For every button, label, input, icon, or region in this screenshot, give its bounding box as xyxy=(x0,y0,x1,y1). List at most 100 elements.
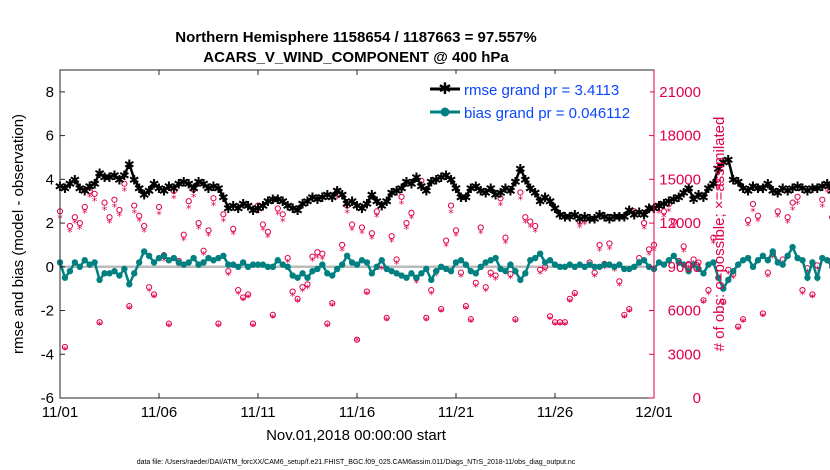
rmse-point: ✱ xyxy=(738,182,749,197)
assimilated-obs-point: * xyxy=(117,210,123,223)
possible-obs-point xyxy=(670,218,677,225)
rmse-point: ✱ xyxy=(554,208,565,223)
possible-obs-point xyxy=(319,250,326,257)
y2-tick-label: 18000 xyxy=(659,128,701,145)
assimilated-obs-point: * xyxy=(810,291,816,304)
assimilated-obs-point: * xyxy=(582,219,588,232)
possible-obs-point xyxy=(66,222,74,230)
assimilated-obs-point: * xyxy=(597,245,603,258)
rmse-point: ✱ xyxy=(451,182,462,197)
possible-obs-point xyxy=(329,300,336,307)
series-layer: ✱✱✱✱✱✱✱✱✱✱✱✱✱✱✱✱✱✱✱✱✱✱✱✱✱✱✱✱✱✱✱✱✱✱✱✱✱✱✱✱… xyxy=(55,154,830,292)
possible-obs-point xyxy=(532,222,539,230)
x-tick-label: 11/01 xyxy=(42,404,78,421)
bias-point xyxy=(210,257,217,264)
possible-obs-point xyxy=(116,206,123,214)
rmse-point: ✱ xyxy=(530,186,541,201)
rmse-point: ✱ xyxy=(421,184,432,199)
y2-tick-label: 15000 xyxy=(659,171,701,188)
bias-point xyxy=(101,270,108,277)
bias-point xyxy=(155,254,163,262)
bias-point xyxy=(764,257,772,264)
assimilated-obs-point: * xyxy=(166,321,172,334)
rmse-point: ✱ xyxy=(114,173,125,188)
bias-point xyxy=(373,263,380,270)
possible-obs-point xyxy=(596,241,603,249)
possible-obs-point xyxy=(195,219,202,227)
rmse-point: ✱ xyxy=(381,195,392,210)
rmse-point: ✱ xyxy=(455,191,466,206)
assimilated-obs-point: * xyxy=(196,223,202,236)
rmse-point: ✱ xyxy=(574,213,585,228)
assimilated-obs-point: * xyxy=(627,306,633,319)
bias-point xyxy=(329,272,336,279)
bias-point xyxy=(309,267,316,275)
rmse-point: ✱ xyxy=(500,182,511,197)
assimilated-obs-point: * xyxy=(478,227,484,240)
rmse-point: ✱ xyxy=(604,213,615,228)
rmse-point: ✱ xyxy=(505,184,516,199)
bias-point xyxy=(230,261,237,268)
rmse-point: ✱ xyxy=(416,180,427,195)
assimilated-obs-point: * xyxy=(409,213,415,226)
assimilated-obs-point: * xyxy=(92,195,98,208)
assimilated-obs-point: * xyxy=(607,243,613,256)
rmse-point: ✱ xyxy=(520,173,531,188)
assimilated-obs-point: * xyxy=(656,207,662,220)
assimilated-obs-point: * xyxy=(87,191,93,204)
rmse-point: ✱ xyxy=(822,178,830,193)
rmse-point: ✱ xyxy=(69,173,80,188)
possible-obs-point xyxy=(146,284,153,291)
possible-obs-point xyxy=(111,196,118,203)
bias-point xyxy=(61,274,69,281)
possible-obs-point xyxy=(799,287,806,294)
bias-point xyxy=(314,265,321,273)
rmse-point: ✱ xyxy=(693,189,704,204)
assimilated-obs-point: * xyxy=(82,207,88,220)
rmse-point: ✱ xyxy=(158,184,169,199)
rmse-point: ✱ xyxy=(386,186,397,201)
rmse-point: ✱ xyxy=(99,171,110,186)
rmse-point: ✱ xyxy=(287,202,298,217)
rmse-point: ✱ xyxy=(807,182,818,197)
bias-point xyxy=(546,257,554,264)
rmse-point: ✱ xyxy=(787,182,798,197)
possible-obs-point xyxy=(363,288,370,295)
y-tick-label: 4 xyxy=(46,171,54,188)
bias-point xyxy=(591,263,598,270)
bias-point xyxy=(626,265,633,273)
assimilated-obs-point: * xyxy=(305,283,311,296)
x-tick-label: 11/26 xyxy=(537,404,573,421)
possible-obs-point xyxy=(101,199,108,206)
possible-obs-point xyxy=(249,320,257,327)
rmse-point: ✱ xyxy=(619,211,630,226)
assimilated-obs-point: * xyxy=(399,198,405,211)
plot-area xyxy=(60,70,654,398)
possible-obs-point xyxy=(91,190,98,198)
bias-point xyxy=(165,257,173,264)
bias-point xyxy=(452,259,460,266)
rmse-point: ✱ xyxy=(663,195,674,210)
possible-obs-point xyxy=(165,320,172,327)
possible-obs-point xyxy=(809,291,816,298)
assimilated-obs-point: * xyxy=(518,194,524,207)
possible-obs-point xyxy=(71,214,78,221)
bias-point xyxy=(799,257,806,264)
possible-obs-point xyxy=(626,305,633,313)
y2-tick-label: 0 xyxy=(693,390,701,407)
rmse-point: ✱ xyxy=(173,178,184,193)
bias-point xyxy=(571,263,578,270)
assimilated-obs-point: * xyxy=(503,237,509,250)
bias-point xyxy=(566,261,574,268)
assimilated-obs-point: * xyxy=(567,296,573,309)
possible-obs-point xyxy=(784,214,791,221)
bias-point xyxy=(804,274,811,281)
assimilated-obs-point: * xyxy=(498,200,504,213)
bias-point xyxy=(433,267,440,275)
assimilated-obs-point: * xyxy=(285,256,291,269)
assimilated-obs-point: * xyxy=(414,277,420,290)
y-tick-label: -2 xyxy=(41,303,54,320)
rmse-point: ✱ xyxy=(475,184,486,199)
possible-obs-point xyxy=(264,228,271,235)
bias-point xyxy=(249,261,257,268)
